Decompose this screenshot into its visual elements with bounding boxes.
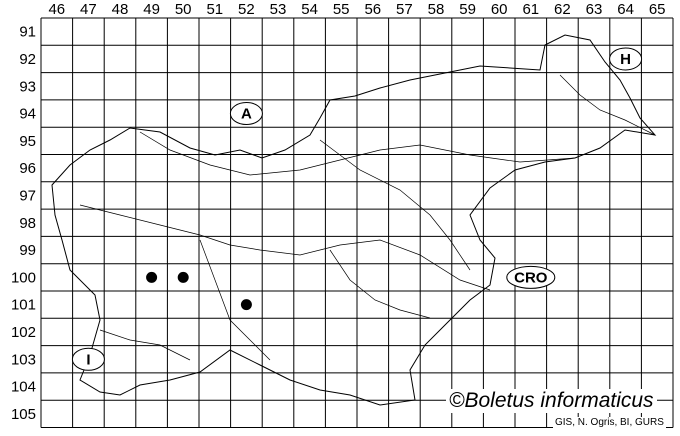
column-label: 47: [80, 1, 97, 18]
row-label: 102: [11, 324, 36, 341]
column-label: 63: [586, 1, 603, 18]
row-label: 95: [19, 133, 36, 150]
country-label-I-ellipse: [71, 347, 105, 371]
column-label: 57: [396, 1, 413, 18]
column-label: 53: [270, 1, 287, 18]
row-label: 96: [19, 160, 36, 177]
credit-text: GIS, N. Ogris, BI, GURS: [553, 417, 666, 428]
row-label: 94: [19, 106, 36, 123]
country-label-CRO: CRO: [514, 269, 548, 286]
country-label-A-ellipse: [229, 102, 263, 126]
occurrence-point: [146, 271, 158, 283]
country-label-H-ellipse: [609, 47, 643, 71]
row-label: 97: [19, 187, 36, 204]
column-label: 54: [301, 1, 318, 18]
row-label: 105: [11, 406, 36, 423]
row-label: 98: [19, 215, 36, 232]
column-label: 46: [48, 1, 65, 18]
grid: [40, 17, 674, 428]
row-label: 92: [19, 51, 36, 68]
column-label: 60: [491, 1, 508, 18]
country-labels: A H CRO I: [71, 47, 643, 371]
column-label: 50: [175, 1, 192, 18]
column-label: 52: [238, 1, 255, 18]
row-label: 103: [11, 351, 36, 368]
country-border: [51, 34, 657, 406]
row-label: 99: [19, 242, 36, 259]
column-label: 49: [143, 1, 160, 18]
row-label: 91: [19, 24, 36, 41]
column-label: 65: [649, 1, 666, 18]
occurrence-points: [146, 271, 252, 311]
column-label: 55: [333, 1, 350, 18]
country-label-A: A: [241, 106, 252, 123]
column-label: 61: [522, 1, 539, 18]
column-label: 64: [617, 1, 634, 18]
copyright-text: ©Boletus informaticus: [446, 389, 657, 413]
occurrence-point: [177, 271, 189, 283]
row-label: 100: [11, 269, 36, 286]
column-label: 51: [206, 1, 223, 18]
row-label: 101: [11, 297, 36, 314]
column-label: 48: [112, 1, 129, 18]
rivers: [79, 74, 656, 361]
country-label-I: I: [86, 351, 90, 368]
country-label-CRO-ellipse: [506, 265, 556, 289]
row-label: 93: [19, 78, 36, 95]
column-label: 59: [459, 1, 476, 18]
occurrence-point: [240, 299, 252, 311]
column-label: 62: [554, 1, 571, 18]
column-label: 56: [364, 1, 381, 18]
column-label: 58: [428, 1, 445, 18]
row-label: 104: [11, 379, 36, 396]
axis-labels: 46 47 48 49 50 51 52 53 54 55 56 57 58 59 60 61 62 63 64 65…: [11, 1, 666, 423]
country-label-H: H: [620, 51, 631, 68]
